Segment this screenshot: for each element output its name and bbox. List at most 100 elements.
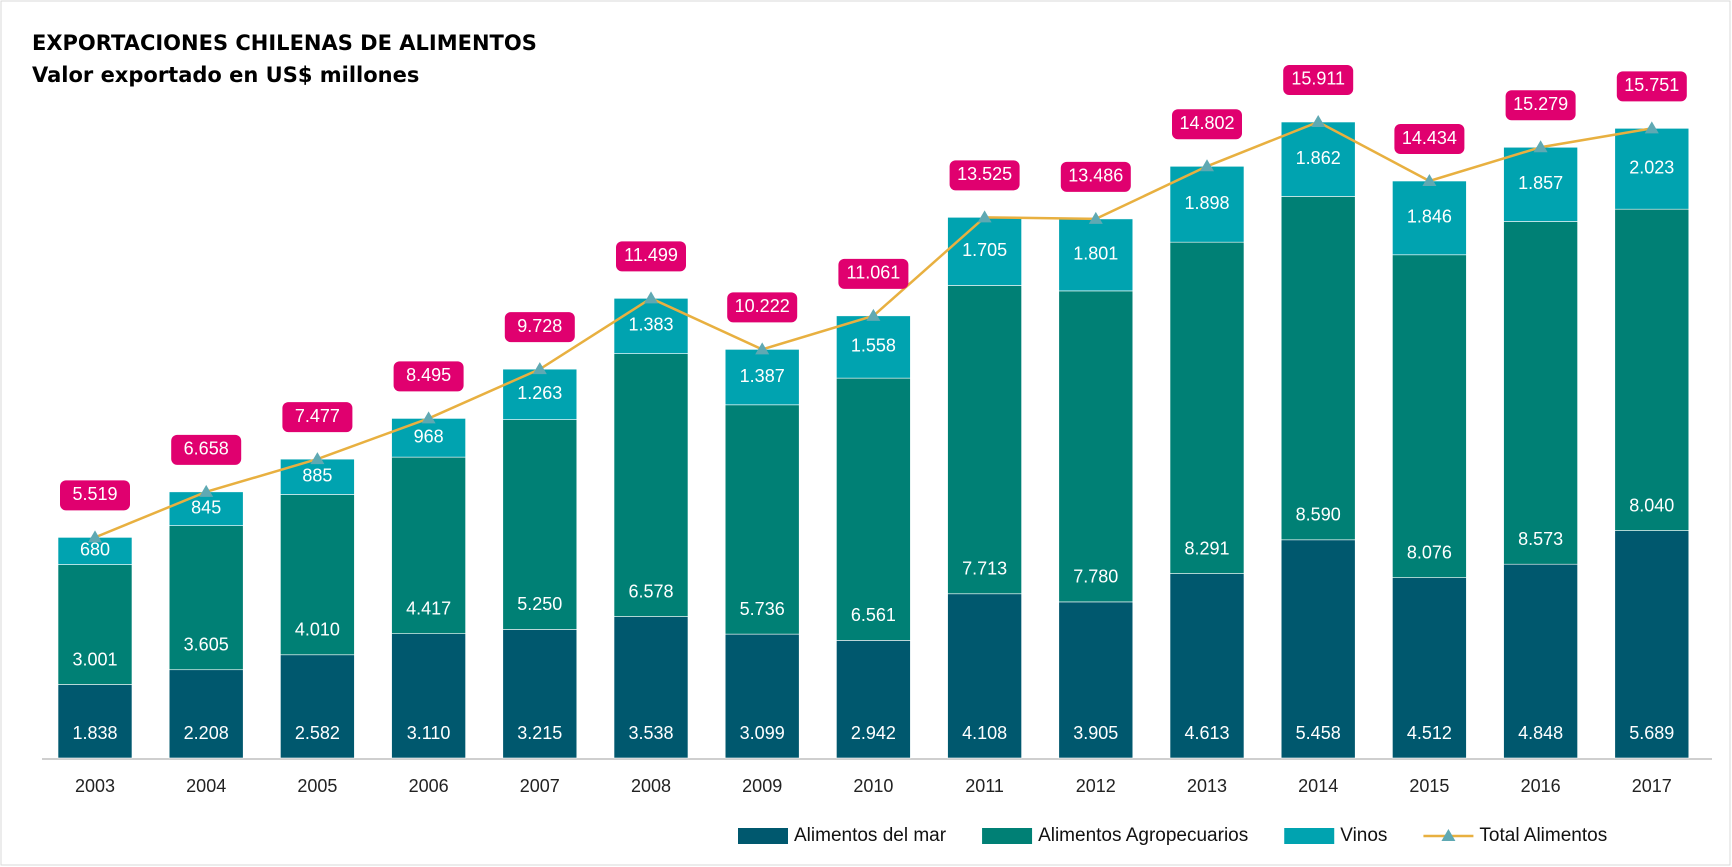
bar-segment <box>1058 218 1134 292</box>
value-label: 4.512 <box>1407 723 1452 743</box>
value-label: 7.780 <box>1073 567 1118 587</box>
value-label: 6.561 <box>851 605 896 625</box>
total-label: 9.728 <box>517 316 562 336</box>
total-label-box <box>171 434 242 465</box>
total-label-box <box>282 402 353 433</box>
x-tick-label: 2015 <box>1409 776 1449 796</box>
chart-title: EXPORTACIONES CHILENAS DE ALIMENTOS <box>32 31 537 55</box>
value-label: 1.857 <box>1518 173 1563 193</box>
bar-segment <box>1392 577 1467 759</box>
bar-segment <box>724 404 800 635</box>
x-tick-label: 2006 <box>409 776 449 796</box>
value-label: 3.605 <box>184 634 229 654</box>
line-marker <box>421 411 436 424</box>
legend-marker <box>1441 829 1456 841</box>
value-label: 1.846 <box>1407 207 1452 227</box>
bar-segment <box>947 593 1022 759</box>
value-label: 4.848 <box>1518 723 1563 743</box>
value-label: 885 <box>302 466 332 486</box>
bar-segment <box>1280 539 1356 759</box>
total-label-box <box>727 292 798 323</box>
value-label: 2.208 <box>184 723 229 743</box>
chart-subtitle: Valor exportado en US$ millones <box>32 63 419 87</box>
x-tick-label: 2010 <box>853 776 893 796</box>
x-tick-label: 2011 <box>965 776 1004 796</box>
total-label: 15.911 <box>1291 69 1345 89</box>
line-marker <box>755 342 770 355</box>
bar-segment <box>613 353 689 617</box>
value-label: 8.040 <box>1629 495 1674 515</box>
bar-segment <box>168 525 244 671</box>
total-label-box <box>1505 90 1576 121</box>
bar-segment <box>1058 601 1134 759</box>
value-label: 1.801 <box>1073 244 1118 264</box>
bar-segment <box>1503 146 1578 222</box>
value-label: 1.898 <box>1184 193 1229 213</box>
bar-segment <box>1614 128 1690 210</box>
bar-segment <box>836 315 911 379</box>
bar-segment <box>1503 563 1578 759</box>
bar-segment <box>1280 196 1356 541</box>
value-label: 4.108 <box>962 723 1007 743</box>
line-marker <box>1533 140 1548 153</box>
legend-label: Total Alimentos <box>1479 825 1607 846</box>
value-label: 5.736 <box>740 599 785 619</box>
bar-segment <box>724 633 800 759</box>
x-tick-label: 2008 <box>631 776 671 796</box>
x-tick-label: 2005 <box>297 776 337 796</box>
line-marker <box>1422 174 1437 187</box>
x-tick-label: 2017 <box>1632 776 1672 796</box>
value-label: 3.001 <box>72 649 117 669</box>
x-tick-label: 2014 <box>1298 776 1338 796</box>
value-label: 1.263 <box>517 383 562 403</box>
bar-segment <box>391 633 466 759</box>
bar-segment <box>280 458 355 495</box>
value-label: 3.905 <box>1073 723 1118 743</box>
value-label: 1.862 <box>1296 148 1341 168</box>
legend-swatch <box>1284 828 1335 844</box>
value-label: 2.942 <box>851 723 896 743</box>
bar-segment <box>391 456 466 634</box>
total-label-box <box>60 480 130 511</box>
value-label: 1.838 <box>72 723 117 743</box>
line-marker <box>644 291 658 304</box>
total-label: 10.222 <box>735 296 790 316</box>
total-label-box <box>1060 161 1131 192</box>
bar-segment <box>168 491 244 526</box>
x-tick-label: 2013 <box>1187 776 1227 796</box>
legend-swatch <box>982 828 1033 844</box>
bar-segment <box>1614 208 1690 531</box>
total-label: 14.802 <box>1179 113 1234 133</box>
line-marker <box>1644 121 1659 134</box>
total-label: 15.751 <box>1624 75 1679 95</box>
total-label: 8.495 <box>406 365 451 385</box>
bar-segment <box>1392 180 1467 256</box>
total-label-box <box>504 312 575 343</box>
bar-segment <box>1392 254 1467 578</box>
line-marker <box>310 452 325 465</box>
total-label: 5.519 <box>72 484 117 504</box>
bar-segment <box>502 629 578 759</box>
bar-segment <box>947 285 1022 595</box>
total-label: 7.477 <box>295 406 340 426</box>
total-label: 11.061 <box>847 263 901 283</box>
bar-segment <box>1503 221 1578 565</box>
value-label: 8.076 <box>1407 542 1452 562</box>
value-label: 2.023 <box>1629 158 1674 178</box>
value-label: 4.613 <box>1184 723 1229 743</box>
line-marker <box>1200 159 1214 172</box>
total-label: 15.279 <box>1513 94 1568 114</box>
legend-label: Vinos <box>1340 825 1387 846</box>
value-label: 2.582 <box>295 723 340 743</box>
value-label: 5.458 <box>1296 723 1341 743</box>
value-label: 4.417 <box>406 598 451 618</box>
value-label: 4.010 <box>295 620 340 640</box>
legend-label: Alimentos del mar <box>794 825 947 846</box>
line-marker <box>1088 211 1103 224</box>
x-tick-label: 2016 <box>1521 776 1561 796</box>
total-label-box <box>1172 109 1242 140</box>
bar-segment <box>1169 573 1245 759</box>
total-label: 13.525 <box>957 164 1012 184</box>
